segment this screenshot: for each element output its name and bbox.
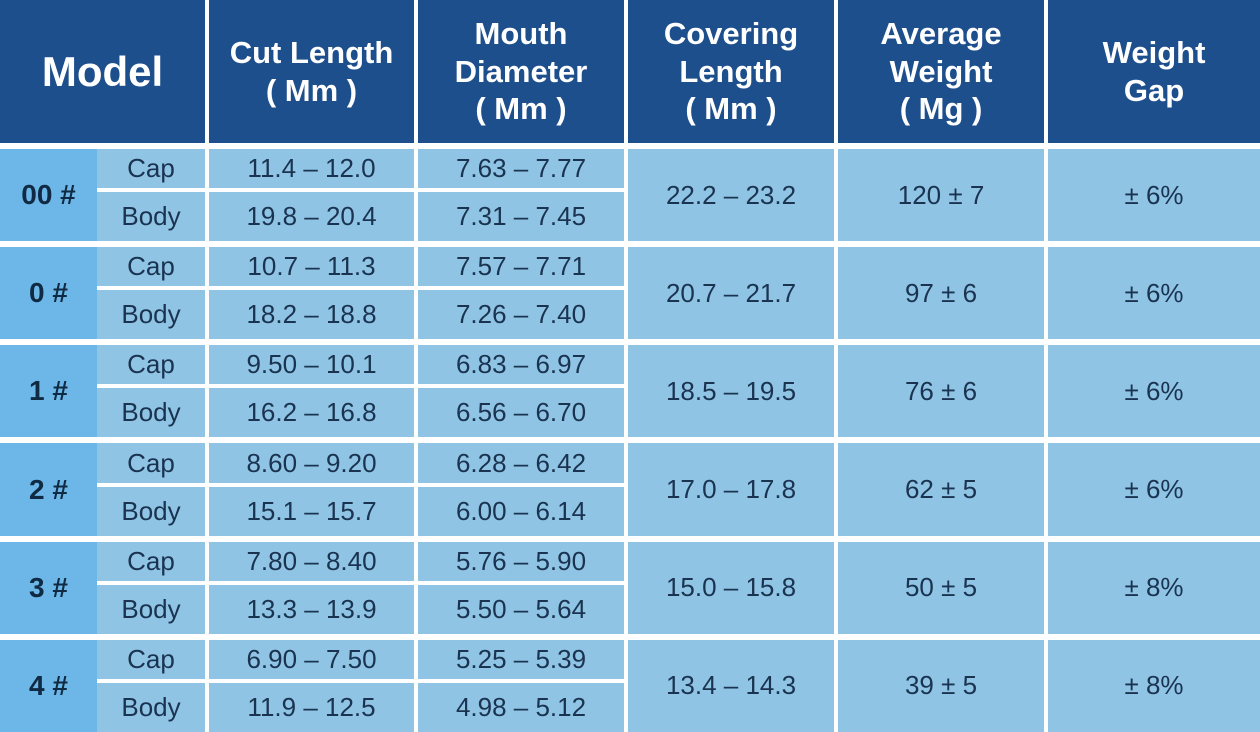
weight-gap: ± 8% — [1048, 633, 1260, 732]
model-cell: 1 # — [0, 339, 97, 438]
table-row: Body 13.3 – 13.9 5.50 – 5.64 — [0, 584, 1260, 634]
cut-length-body: 19.8 – 20.4 — [209, 192, 419, 242]
cut-length-cap: 10.7 – 11.3 — [209, 241, 419, 291]
covering-length: 17.0 – 17.8 — [628, 437, 839, 536]
part-label-cap: Cap — [97, 535, 210, 585]
mouth-diameter-body: 7.26 – 7.40 — [418, 290, 629, 340]
part-label-body: Body — [97, 682, 210, 732]
weight-gap: ± 8% — [1048, 535, 1260, 634]
cut-length-cap: 9.50 – 10.1 — [209, 339, 419, 389]
col-header-cut-length: Cut Length ( Mm ) — [209, 0, 419, 143]
weight-gap: ± 6% — [1048, 339, 1260, 438]
part-label-cap: Cap — [97, 437, 210, 487]
covering-length: 13.4 – 14.3 — [628, 633, 839, 732]
model-cell: 00 # — [0, 143, 97, 242]
col-header-model: Model — [0, 0, 210, 143]
model-cell: 0 # — [0, 241, 97, 340]
col-header-average-weight: Average Weight ( Mg ) — [838, 0, 1049, 143]
part-label-body: Body — [97, 584, 210, 634]
table-row: Body 15.1 – 15.7 6.00 – 6.14 — [0, 486, 1260, 536]
model-cell: 4 # — [0, 633, 97, 732]
mouth-diameter-cap: 5.76 – 5.90 — [418, 535, 629, 585]
table-row: 1 # Cap 9.50 – 10.1 6.83 – 6.97 18.5 – 1… — [0, 339, 1260, 438]
model-cell: 2 # — [0, 437, 97, 536]
part-label-body: Body — [97, 290, 210, 340]
covering-length: 22.2 – 23.2 — [628, 143, 839, 242]
table-row: Body 18.2 – 18.8 7.26 – 7.40 — [0, 290, 1260, 340]
average-weight: 97 ± 6 — [838, 241, 1049, 340]
cut-length-body: 11.9 – 12.5 — [209, 682, 419, 732]
cut-length-cap: 6.90 – 7.50 — [209, 633, 419, 683]
header-row: Model Cut Length ( Mm ) Mouth Diameter (… — [0, 0, 1260, 143]
table-row: Body 19.8 – 20.4 7.31 – 7.45 — [0, 192, 1260, 242]
mouth-diameter-cap: 6.28 – 6.42 — [418, 437, 629, 487]
table-row: Body 11.9 – 12.5 4.98 – 5.12 — [0, 682, 1260, 732]
mouth-diameter-body: 5.50 – 5.64 — [418, 584, 629, 634]
mouth-diameter-cap: 7.63 – 7.77 — [418, 143, 629, 193]
covering-length: 18.5 – 19.5 — [628, 339, 839, 438]
col-header-weight-gap: Weight Gap — [1048, 0, 1260, 143]
average-weight: 39 ± 5 — [838, 633, 1049, 732]
part-label-cap: Cap — [97, 143, 210, 193]
average-weight: 62 ± 5 — [838, 437, 1049, 536]
cut-length-cap: 8.60 – 9.20 — [209, 437, 419, 487]
table-row: 0 # Cap 10.7 – 11.3 7.57 – 7.71 20.7 – 2… — [0, 241, 1260, 340]
cut-length-body: 18.2 – 18.8 — [209, 290, 419, 340]
covering-length: 20.7 – 21.7 — [628, 241, 839, 340]
weight-gap: ± 6% — [1048, 143, 1260, 242]
table-row: 2 # Cap 8.60 – 9.20 6.28 – 6.42 17.0 – 1… — [0, 437, 1260, 536]
mouth-diameter-cap: 6.83 – 6.97 — [418, 339, 629, 389]
average-weight: 120 ± 7 — [838, 143, 1049, 242]
part-label-body: Body — [97, 486, 210, 536]
average-weight: 50 ± 5 — [838, 535, 1049, 634]
mouth-diameter-cap: 7.57 – 7.71 — [418, 241, 629, 291]
cut-length-body: 16.2 – 16.8 — [209, 388, 419, 438]
mouth-diameter-body: 4.98 – 5.12 — [418, 682, 629, 732]
mouth-diameter-body: 6.00 – 6.14 — [418, 486, 629, 536]
table-row: 3 # Cap 7.80 – 8.40 5.76 – 5.90 15.0 – 1… — [0, 535, 1260, 634]
average-weight: 76 ± 6 — [838, 339, 1049, 438]
part-label-cap: Cap — [97, 633, 210, 683]
covering-length: 15.0 – 15.8 — [628, 535, 839, 634]
table-row: Body 16.2 – 16.8 6.56 – 6.70 — [0, 388, 1260, 438]
mouth-diameter-body: 6.56 – 6.70 — [418, 388, 629, 438]
cut-length-cap: 11.4 – 12.0 — [209, 143, 419, 193]
col-header-mouth-diameter: Mouth Diameter ( Mm ) — [418, 0, 629, 143]
weight-gap: ± 6% — [1048, 437, 1260, 536]
mouth-diameter-cap: 5.25 – 5.39 — [418, 633, 629, 683]
part-label-body: Body — [97, 192, 210, 242]
table-row: 4 # Cap 6.90 – 7.50 5.25 – 5.39 13.4 – 1… — [0, 633, 1260, 732]
col-header-covering-length: Covering Length ( Mm ) — [628, 0, 839, 143]
part-label-cap: Cap — [97, 339, 210, 389]
mouth-diameter-body: 7.31 – 7.45 — [418, 192, 629, 242]
cut-length-cap: 7.80 – 8.40 — [209, 535, 419, 585]
table-row: 00 # Cap 11.4 – 12.0 7.63 – 7.77 22.2 – … — [0, 143, 1260, 242]
part-label-cap: Cap — [97, 241, 210, 291]
cut-length-body: 13.3 – 13.9 — [209, 584, 419, 634]
weight-gap: ± 6% — [1048, 241, 1260, 340]
part-label-body: Body — [97, 388, 210, 438]
cut-length-body: 15.1 – 15.7 — [209, 486, 419, 536]
model-cell: 3 # — [0, 535, 97, 634]
